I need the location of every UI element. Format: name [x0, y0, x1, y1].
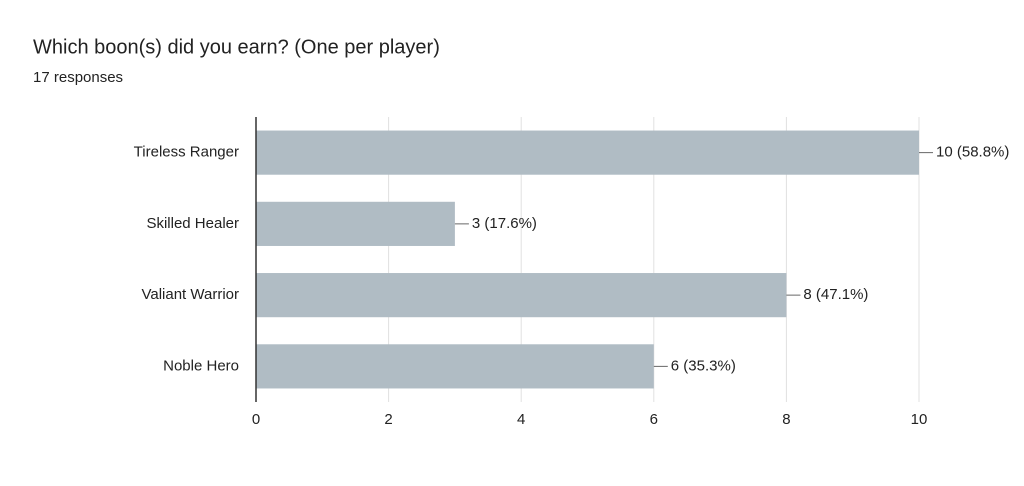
value-label: 3 (17.6%) [472, 215, 537, 232]
bar [256, 344, 654, 389]
chart-subtitle: 17 responses [33, 69, 123, 86]
y-tick-label: Valiant Warrior [141, 286, 239, 303]
x-tick-label: 4 [517, 411, 525, 428]
x-tick-label: 0 [252, 411, 260, 428]
x-tick-label: 10 [911, 411, 928, 428]
x-tick-label: 8 [782, 411, 790, 428]
bar [256, 273, 787, 318]
y-tick-label: Noble Hero [163, 357, 239, 374]
y-tick-label: Tireless Ranger [134, 144, 239, 161]
value-label: 8 (47.1%) [803, 286, 868, 303]
x-tick-label: 6 [650, 411, 658, 428]
value-label: 6 (35.3%) [671, 357, 736, 374]
bar [256, 130, 919, 175]
chart-title: Which boon(s) did you earn? (One per pla… [33, 36, 440, 58]
bar [256, 201, 455, 246]
value-label: 10 (58.8%) [936, 144, 1009, 161]
y-tick-label: Skilled Healer [146, 215, 239, 232]
x-tick-label: 2 [384, 411, 392, 428]
